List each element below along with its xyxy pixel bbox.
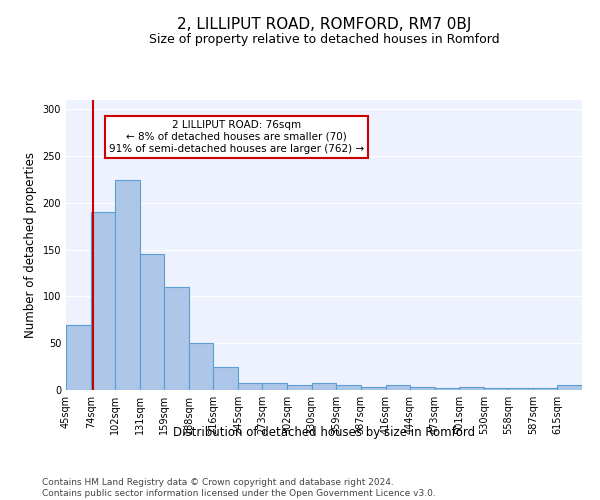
Bar bbox=[287, 386, 311, 390]
Text: 2, LILLIPUT ROAD, ROMFORD, RM7 0BJ: 2, LILLIPUT ROAD, ROMFORD, RM7 0BJ bbox=[177, 18, 471, 32]
Bar bbox=[189, 343, 214, 390]
Bar bbox=[508, 388, 533, 390]
Bar bbox=[337, 386, 361, 390]
Bar bbox=[386, 386, 410, 390]
Bar bbox=[410, 387, 434, 390]
Bar bbox=[484, 388, 508, 390]
Text: Distribution of detached houses by size in Romford: Distribution of detached houses by size … bbox=[173, 426, 475, 439]
Bar bbox=[557, 386, 582, 390]
Text: 2 LILLIPUT ROAD: 76sqm
← 8% of detached houses are smaller (70)
91% of semi-deta: 2 LILLIPUT ROAD: 76sqm ← 8% of detached … bbox=[109, 120, 364, 154]
Bar bbox=[434, 388, 459, 390]
Bar bbox=[214, 366, 238, 390]
Bar bbox=[115, 180, 140, 390]
Bar bbox=[361, 387, 386, 390]
Bar bbox=[238, 382, 262, 390]
Bar bbox=[91, 212, 115, 390]
Bar bbox=[262, 382, 287, 390]
Bar bbox=[459, 387, 484, 390]
Bar bbox=[311, 382, 337, 390]
Bar bbox=[140, 254, 164, 390]
Y-axis label: Number of detached properties: Number of detached properties bbox=[24, 152, 37, 338]
Bar bbox=[533, 388, 557, 390]
Text: Contains HM Land Registry data © Crown copyright and database right 2024.
Contai: Contains HM Land Registry data © Crown c… bbox=[42, 478, 436, 498]
Text: Size of property relative to detached houses in Romford: Size of property relative to detached ho… bbox=[149, 32, 499, 46]
Bar bbox=[164, 287, 189, 390]
Bar bbox=[66, 324, 91, 390]
